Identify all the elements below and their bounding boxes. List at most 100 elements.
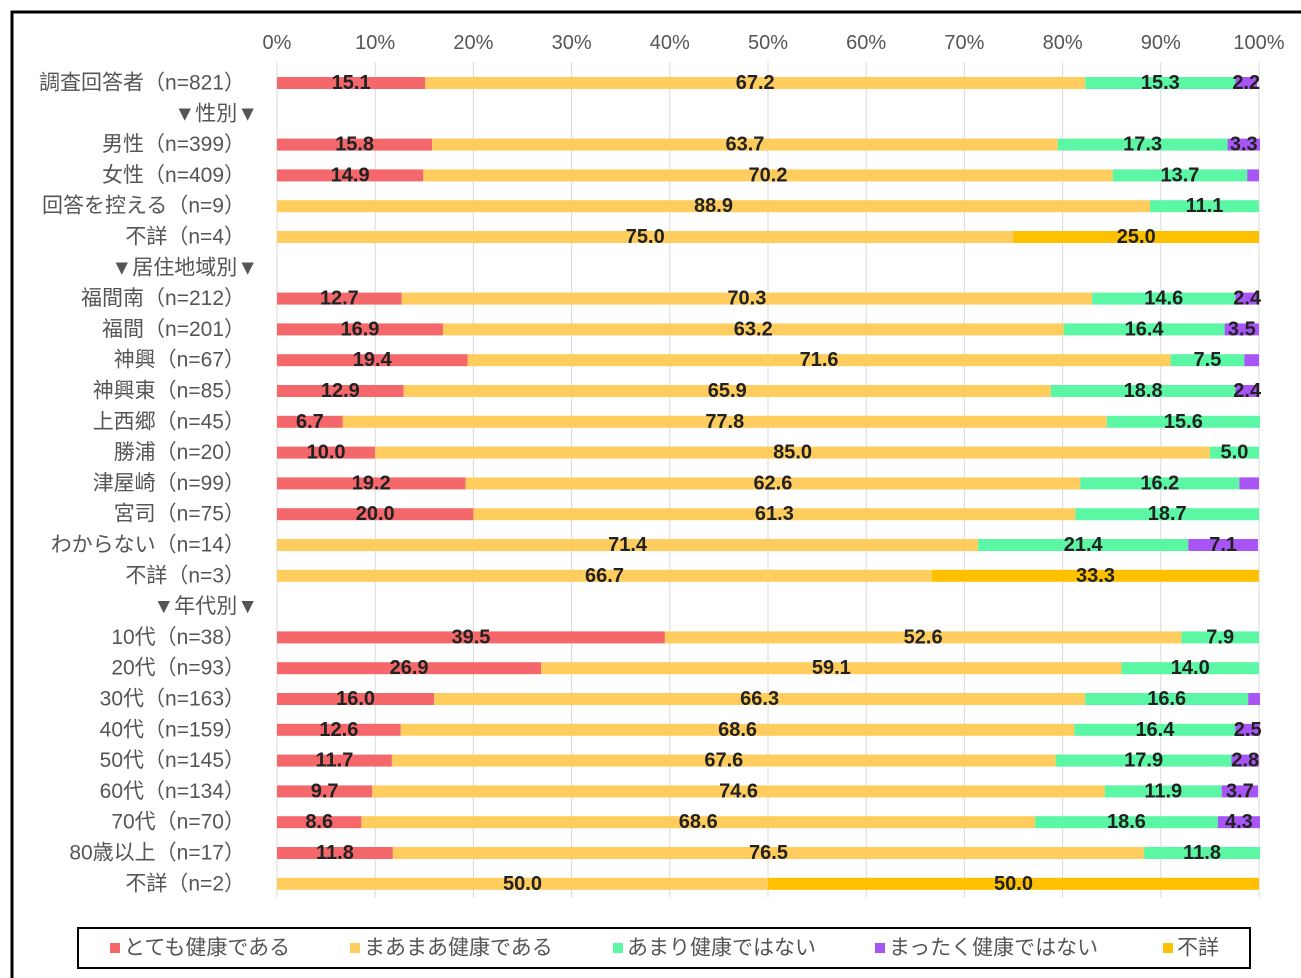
bar-segment bbox=[1247, 169, 1259, 182]
y-tick-label: 神興（n=67） bbox=[114, 349, 245, 372]
value-label: 62.6 bbox=[753, 472, 792, 494]
y-tick-label: 10代（n=38） bbox=[111, 626, 245, 649]
bar-segment bbox=[1144, 847, 1260, 859]
section-header: ▼性別▼ bbox=[174, 102, 258, 125]
x-tick-label: 90% bbox=[1141, 32, 1181, 54]
bar-segment bbox=[1057, 138, 1228, 151]
bar-segment bbox=[277, 877, 768, 890]
x-tick-label: 10% bbox=[355, 32, 395, 54]
value-label: 17.9 bbox=[1124, 750, 1163, 772]
value-label: 18.7 bbox=[1148, 503, 1187, 525]
value-label: 12.9 bbox=[321, 380, 360, 402]
bar-segment bbox=[432, 138, 1058, 151]
value-label: 15.1 bbox=[332, 72, 371, 94]
y-tick-label: 神興東（n=85） bbox=[93, 380, 245, 403]
bar-segment bbox=[372, 785, 1105, 798]
value-label: 59.1 bbox=[812, 657, 851, 679]
bar-segment bbox=[1181, 631, 1259, 644]
value-label: 11.1 bbox=[1186, 195, 1224, 217]
value-label: 10.0 bbox=[307, 442, 346, 464]
y-tick-label: 30代（n=163） bbox=[100, 688, 245, 711]
value-label: 17.3 bbox=[1123, 134, 1162, 156]
legend-marker bbox=[350, 943, 360, 953]
bar-segment bbox=[277, 631, 665, 644]
bar-segment bbox=[277, 169, 424, 182]
bar-segment bbox=[342, 415, 1107, 428]
bar-segment bbox=[277, 415, 343, 428]
value-label: 68.6 bbox=[718, 719, 757, 741]
value-label: 3.3 bbox=[1230, 134, 1258, 156]
bar-segment bbox=[1112, 169, 1248, 182]
bar-segment bbox=[1248, 693, 1260, 705]
bar-segment bbox=[1092, 292, 1236, 305]
chart-frame bbox=[10, 10, 1301, 978]
bar-segment bbox=[1235, 385, 1259, 397]
bar-segment bbox=[1074, 723, 1236, 736]
bar-segment bbox=[277, 477, 466, 490]
bar-segment bbox=[277, 785, 373, 798]
value-label: 85.0 bbox=[773, 442, 812, 464]
bar-segment bbox=[1085, 693, 1249, 705]
y-tick-label: 50代（n=145） bbox=[100, 749, 245, 772]
value-label: 33.3 bbox=[1076, 565, 1115, 587]
bar-segment bbox=[664, 631, 1182, 644]
value-label: 70.2 bbox=[749, 164, 788, 186]
value-label: 70.3 bbox=[727, 288, 766, 310]
bar-segment bbox=[1170, 354, 1245, 367]
value-label: 16.0 bbox=[336, 688, 375, 710]
bar-segment bbox=[1224, 323, 1259, 336]
x-tick-label: 40% bbox=[650, 32, 690, 54]
value-label: 66.7 bbox=[585, 565, 624, 587]
bar-segment bbox=[375, 446, 1210, 459]
bar-segment bbox=[392, 847, 1145, 859]
legend-marker bbox=[1163, 943, 1173, 953]
bar-segment bbox=[1035, 816, 1218, 829]
bar-segment bbox=[277, 446, 376, 459]
y-tick-label: 回答を控える（n=9） bbox=[42, 195, 245, 218]
value-label: 2.2 bbox=[1232, 72, 1260, 94]
value-label: 74.6 bbox=[719, 780, 758, 802]
bar-segment bbox=[1013, 231, 1259, 243]
legend-label: まったく健康ではない bbox=[889, 937, 1098, 960]
value-label: 26.9 bbox=[390, 657, 429, 679]
bar-segment bbox=[1149, 200, 1259, 213]
value-label: 14.6 bbox=[1144, 288, 1183, 310]
value-label: 75.0 bbox=[626, 226, 665, 248]
value-label: 52.6 bbox=[904, 626, 943, 648]
bar-segment bbox=[1239, 477, 1259, 490]
value-label: 3.5 bbox=[1228, 318, 1256, 340]
bar-segment bbox=[277, 816, 362, 829]
value-label: 7.5 bbox=[1194, 349, 1222, 371]
x-tick-label: 50% bbox=[748, 32, 788, 54]
value-label: 13.7 bbox=[1160, 164, 1199, 186]
bar-segment bbox=[1235, 723, 1260, 736]
value-label: 18.8 bbox=[1124, 380, 1163, 402]
y-tick-label: 70代（n=70） bbox=[111, 811, 245, 834]
legend-label: まあまあ健康である bbox=[364, 937, 553, 960]
value-label: 16.2 bbox=[1140, 472, 1179, 494]
bar-segment bbox=[1217, 816, 1260, 829]
bar-segment bbox=[1085, 77, 1236, 89]
bar-segment bbox=[467, 354, 1171, 367]
y-tick-label: 福間（n=201） bbox=[102, 318, 245, 341]
bar-segment bbox=[277, 754, 392, 767]
value-label: 19.2 bbox=[352, 472, 391, 494]
bar-segment bbox=[1188, 539, 1259, 551]
value-label: 11.8 bbox=[1183, 842, 1221, 864]
bar-segment bbox=[1050, 385, 1236, 397]
bar-segment bbox=[277, 508, 474, 521]
bar-segment bbox=[541, 662, 1122, 675]
value-label: 63.2 bbox=[734, 318, 773, 340]
bar-segment bbox=[277, 77, 426, 89]
bar-segment bbox=[1104, 785, 1222, 798]
value-label: 76.5 bbox=[749, 842, 788, 864]
value-label: 67.6 bbox=[704, 750, 743, 772]
legend-label: あまり健康ではない bbox=[627, 937, 816, 960]
bar-segment bbox=[277, 569, 932, 582]
y-tick-label: 不詳（n=4） bbox=[125, 226, 245, 249]
value-label: 7.1 bbox=[1209, 534, 1237, 556]
legend-marker bbox=[875, 943, 885, 953]
value-label: 15.3 bbox=[1141, 72, 1180, 94]
bar-segment bbox=[442, 323, 1064, 336]
